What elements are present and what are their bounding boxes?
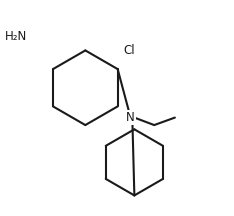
Text: H₂N: H₂N bbox=[5, 30, 27, 43]
Text: N: N bbox=[126, 111, 135, 124]
Text: Cl: Cl bbox=[124, 44, 135, 57]
